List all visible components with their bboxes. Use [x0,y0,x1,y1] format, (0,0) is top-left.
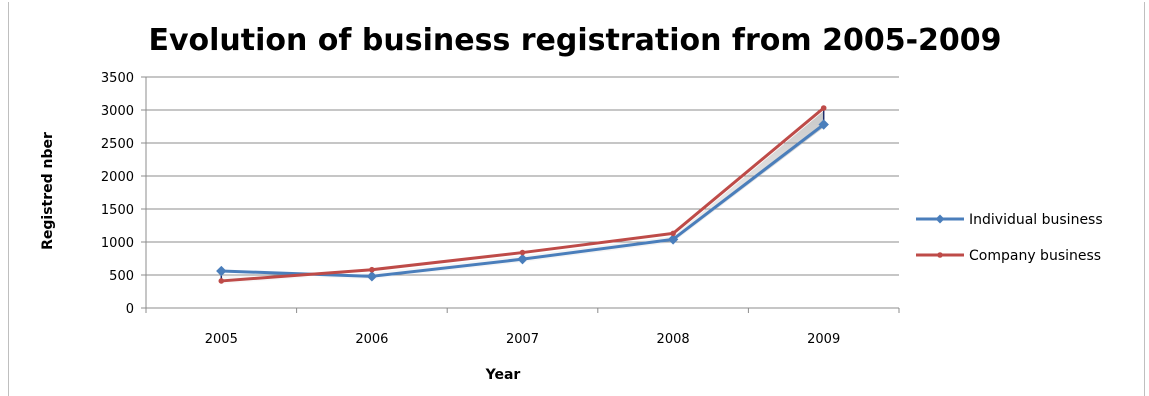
x-tick-label: 2009 [807,332,840,347]
y-tick-label: 3000 [101,104,134,119]
axes [141,76,900,313]
legend-label-2: Company business [969,248,1101,264]
y-tick-label: 1500 [101,203,134,218]
y-tick-label: 2000 [101,170,134,185]
data-point-diamond [366,271,378,282]
legend-marker-diamond [935,214,945,224]
y-tick-label: 2500 [101,137,134,152]
data-point-diamond [667,234,679,245]
data-point-circle [519,249,526,256]
x-tick-label: 2005 [205,332,238,347]
series-markers [216,105,829,284]
data-point-circle [670,230,676,237]
data-point-circle [369,266,375,273]
x-tick-label: 2008 [657,332,690,347]
y-tick-label: 3500 [101,71,134,86]
data-point-diamond [517,253,528,265]
data-point-circle [218,278,225,284]
chart-frame: Evolution of business registration from … [8,2,1145,396]
y-axis-title: Registred nber [40,132,56,250]
y-tick-label: 1000 [101,236,134,251]
x-axis-title: Year [485,367,521,383]
legend-marker-circle [937,252,943,258]
tick-labels: 0 500 1000 1500 2000 2500 3000 3500 2005 2006 2007… [101,71,840,347]
y-tick-label: 500 [109,269,134,284]
chart-title: Evolution of business registration from … [148,23,1001,58]
data-point-diamond [216,265,227,277]
x-tick-label: 2006 [355,332,388,347]
y-tick-label: 0 [126,302,134,317]
data-point-diamond [818,119,829,130]
data-point-circle [820,105,827,111]
x-tick-label: 2007 [506,332,539,347]
line-chart: Evolution of business registration from … [40,23,1103,383]
legend: Individual business Company business [916,212,1103,264]
legend-label-1: Individual business [969,212,1103,228]
gridlines [146,76,899,276]
